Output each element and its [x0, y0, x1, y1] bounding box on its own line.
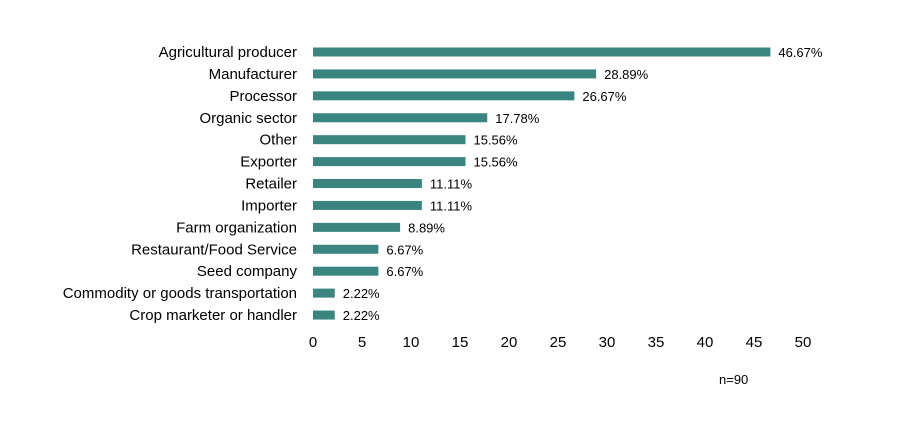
- data-label: 11.11%: [430, 177, 473, 192]
- x-tick-label: 40: [697, 334, 714, 351]
- category-label: Other: [259, 132, 297, 149]
- category-label: Processor: [229, 88, 297, 105]
- bars-group: [313, 47, 771, 320]
- bar: [313, 113, 488, 123]
- category-label: Seed company: [197, 263, 298, 280]
- x-tick-label: 30: [599, 334, 616, 351]
- data-label: 2.22%: [343, 308, 380, 323]
- x-tick-label: 5: [358, 334, 366, 351]
- data-labels-group: 46.67%28.89%26.67%17.78%15.56%15.56%11.1…: [343, 45, 823, 323]
- category-label: Importer: [241, 197, 297, 214]
- x-tick-label: 35: [648, 334, 665, 351]
- bar: [313, 135, 466, 145]
- x-tick-label: 50: [795, 334, 812, 351]
- category-label: Farm organization: [176, 219, 297, 236]
- x-tick-label: 45: [746, 334, 763, 351]
- data-label: 6.67%: [386, 242, 423, 257]
- category-label: Crop marketer or handler: [129, 307, 297, 324]
- x-tick-label: 25: [550, 334, 567, 351]
- category-label: Agricultural producer: [159, 44, 297, 61]
- data-label: 46.67%: [778, 45, 823, 60]
- bar: [313, 222, 401, 232]
- data-label: 8.89%: [408, 220, 445, 235]
- bar: [313, 310, 335, 320]
- x-tick-label: 20: [501, 334, 518, 351]
- x-tick-labels-group: 0 5 10 15 20 25 30 35 40 45 50: [309, 334, 812, 351]
- bar: [313, 91, 575, 101]
- bar: [313, 244, 379, 254]
- bar: [313, 266, 379, 276]
- data-label: 11.11%: [430, 198, 473, 213]
- sample-size-note: n=90: [719, 372, 749, 387]
- bar: [313, 200, 422, 210]
- category-label: Manufacturer: [209, 66, 297, 83]
- x-tick-label: 0: [309, 334, 317, 351]
- data-label: 2.22%: [343, 286, 380, 301]
- bar: [313, 69, 597, 79]
- data-label: 26.67%: [582, 89, 627, 104]
- data-label: 15.56%: [473, 155, 518, 170]
- data-label: 17.78%: [495, 111, 540, 126]
- data-label: 28.89%: [604, 67, 649, 82]
- bar: [313, 179, 422, 189]
- data-label: 6.67%: [386, 264, 423, 279]
- x-tick-label: 15: [452, 334, 469, 351]
- bar: [313, 157, 466, 167]
- category-label: Commodity or goods transportation: [63, 285, 297, 302]
- category-labels-group: Agricultural producer Manufacturer Process…: [63, 44, 298, 324]
- category-label: Retailer: [245, 176, 297, 193]
- category-label: Organic sector: [199, 110, 297, 127]
- bar: [313, 288, 335, 298]
- category-label: Exporter: [240, 154, 297, 171]
- category-label: Restaurant/Food Service: [131, 241, 297, 258]
- bar: [313, 47, 771, 57]
- data-label: 15.56%: [473, 133, 518, 148]
- x-tick-label: 10: [403, 334, 420, 351]
